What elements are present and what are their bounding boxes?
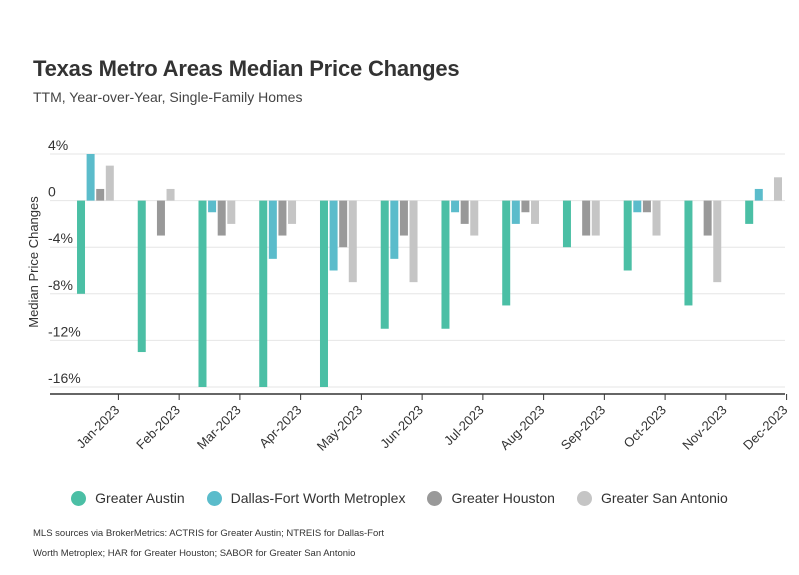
bar-greater-houston-oct-2023: [642, 200, 651, 213]
y-tick-label: -8%: [48, 277, 73, 293]
bar-greater-austin-jan-2023: [77, 200, 86, 294]
bar-dallas-fort-worth-metroplex-jun-2023: [390, 200, 399, 259]
bar-greater-san-antonio-feb-2023: [166, 188, 175, 201]
bar-greater-austin-may-2023: [319, 200, 328, 387]
x-tick-label: Apr-2023: [256, 402, 304, 450]
legend-item: Greater Houston: [427, 490, 555, 506]
x-axis-ticks: Jan-2023 Feb-2023 Mar-2023 Apr-2023 May-2023…: [73, 394, 790, 454]
bar-greater-austin-nov-2023: [684, 200, 693, 306]
bar-greater-austin-sep-2023: [562, 200, 571, 248]
bar-greater-austin-aug-2023: [502, 200, 511, 306]
bar-greater-austin-dec-2023: [745, 200, 754, 224]
x-tick-label: Aug-2023: [497, 402, 547, 452]
y-tick-label: 4%: [48, 137, 68, 153]
bar-dallas-fort-worth-metroplex-jul-2023: [451, 200, 460, 213]
bar-greater-austin-jul-2023: [441, 200, 450, 329]
bar-greater-houston-aug-2023: [521, 200, 530, 213]
y-tick-label: -16%: [48, 370, 81, 386]
bar-greater-austin-oct-2023: [623, 200, 632, 271]
x-tick-label: Jul-2023: [441, 402, 487, 448]
x-tick-label: Feb-2023: [133, 402, 183, 452]
bar-dallas-fort-worth-metroplex-mar-2023: [208, 200, 217, 213]
x-tick-label: Jan-2023: [73, 402, 122, 451]
x-tick-label: Mar-2023: [194, 402, 244, 452]
chart-title: Texas Metro Areas Median Price Changes: [33, 56, 460, 81]
footnote-line: Worth Metroplex; HAR for Greater Houston…: [33, 548, 356, 559]
legend-swatch-icon: [71, 490, 87, 506]
bar-greater-houston-nov-2023: [703, 200, 712, 236]
x-tick-label: Sep-2023: [558, 402, 608, 452]
legend-item: Greater San Antonio: [576, 490, 728, 506]
bar-greater-san-antonio-dec-2023: [773, 177, 782, 201]
bar-greater-san-antonio-jul-2023: [470, 200, 479, 236]
y-axis-ticks: 4% 0 -4% -8% -12% -16%: [48, 137, 81, 386]
bar-greater-houston-jul-2023: [460, 200, 469, 224]
bar-dallas-fort-worth-metroplex-oct-2023: [633, 200, 642, 213]
legend: Greater Austin Dallas-Fort Worth Metrople…: [0, 490, 799, 506]
bar-dallas-fort-worth-metroplex-dec-2023: [754, 188, 763, 201]
bar-greater-austin-feb-2023: [137, 200, 146, 353]
bar-greater-san-antonio-sep-2023: [591, 200, 600, 236]
bar-greater-houston-mar-2023: [217, 200, 226, 236]
legend-swatch-icon: [427, 490, 443, 506]
bar-greater-san-antonio-apr-2023: [288, 200, 297, 224]
bar-dallas-fort-worth-metroplex-aug-2023: [511, 200, 520, 224]
footnote-line: MLS sources via BrokerMetrics: ACTRIS fo…: [33, 528, 385, 539]
bar-greater-houston-jan-2023: [96, 188, 105, 201]
bar-greater-san-antonio-aug-2023: [531, 200, 540, 224]
chart-subtitle: TTM, Year-over-Year, Single-Family Homes: [33, 89, 303, 105]
y-tick-label: -4%: [48, 230, 73, 246]
bar-greater-austin-jun-2023: [380, 200, 389, 329]
y-tick-label: -12%: [48, 323, 81, 339]
legend-label: Greater Houston: [451, 490, 555, 506]
bar-greater-san-antonio-mar-2023: [227, 200, 236, 224]
bars: [77, 154, 782, 387]
bar-greater-austin-mar-2023: [198, 200, 207, 387]
legend-label: Greater Austin: [95, 490, 185, 506]
bar-greater-san-antonio-may-2023: [348, 200, 357, 283]
legend-swatch-icon: [206, 490, 222, 506]
bar-greater-san-antonio-oct-2023: [652, 200, 661, 236]
legend-label: Dallas-Fort Worth Metroplex: [230, 490, 406, 506]
legend-swatch-icon: [576, 490, 592, 506]
bar-greater-houston-may-2023: [339, 200, 348, 248]
x-tick-label: Jun-2023: [377, 402, 426, 451]
bar-dallas-fort-worth-metroplex-jan-2023: [86, 154, 95, 201]
x-tick-label: Nov-2023: [679, 402, 729, 452]
bar-greater-houston-sep-2023: [582, 200, 591, 236]
footnote: MLS sources via BrokerMetrics: ACTRIS fo…: [33, 524, 393, 564]
bar-dallas-fort-worth-metroplex-may-2023: [329, 200, 338, 271]
legend-label: Greater San Antonio: [600, 490, 728, 506]
x-tick-label: Oct-2023: [621, 402, 669, 450]
bar-dallas-fort-worth-metroplex-apr-2023: [268, 200, 277, 259]
bar-greater-san-antonio-jun-2023: [409, 200, 418, 283]
bar-greater-houston-apr-2023: [278, 200, 287, 236]
y-tick-label: 0: [48, 184, 56, 200]
legend-item: Dallas-Fort Worth Metroplex: [206, 490, 406, 506]
x-tick-label: Dec-2023: [740, 402, 790, 452]
x-tick-label: May-2023: [314, 402, 365, 453]
y-axis-label: Median Price Changes: [26, 196, 41, 328]
bar-greater-houston-feb-2023: [156, 200, 165, 236]
bar-greater-houston-jun-2023: [399, 200, 408, 236]
bar-greater-austin-apr-2023: [259, 200, 268, 387]
legend-item: Greater Austin: [71, 490, 185, 506]
bar-greater-san-antonio-nov-2023: [713, 200, 722, 283]
bar-greater-san-antonio-jan-2023: [105, 165, 114, 201]
